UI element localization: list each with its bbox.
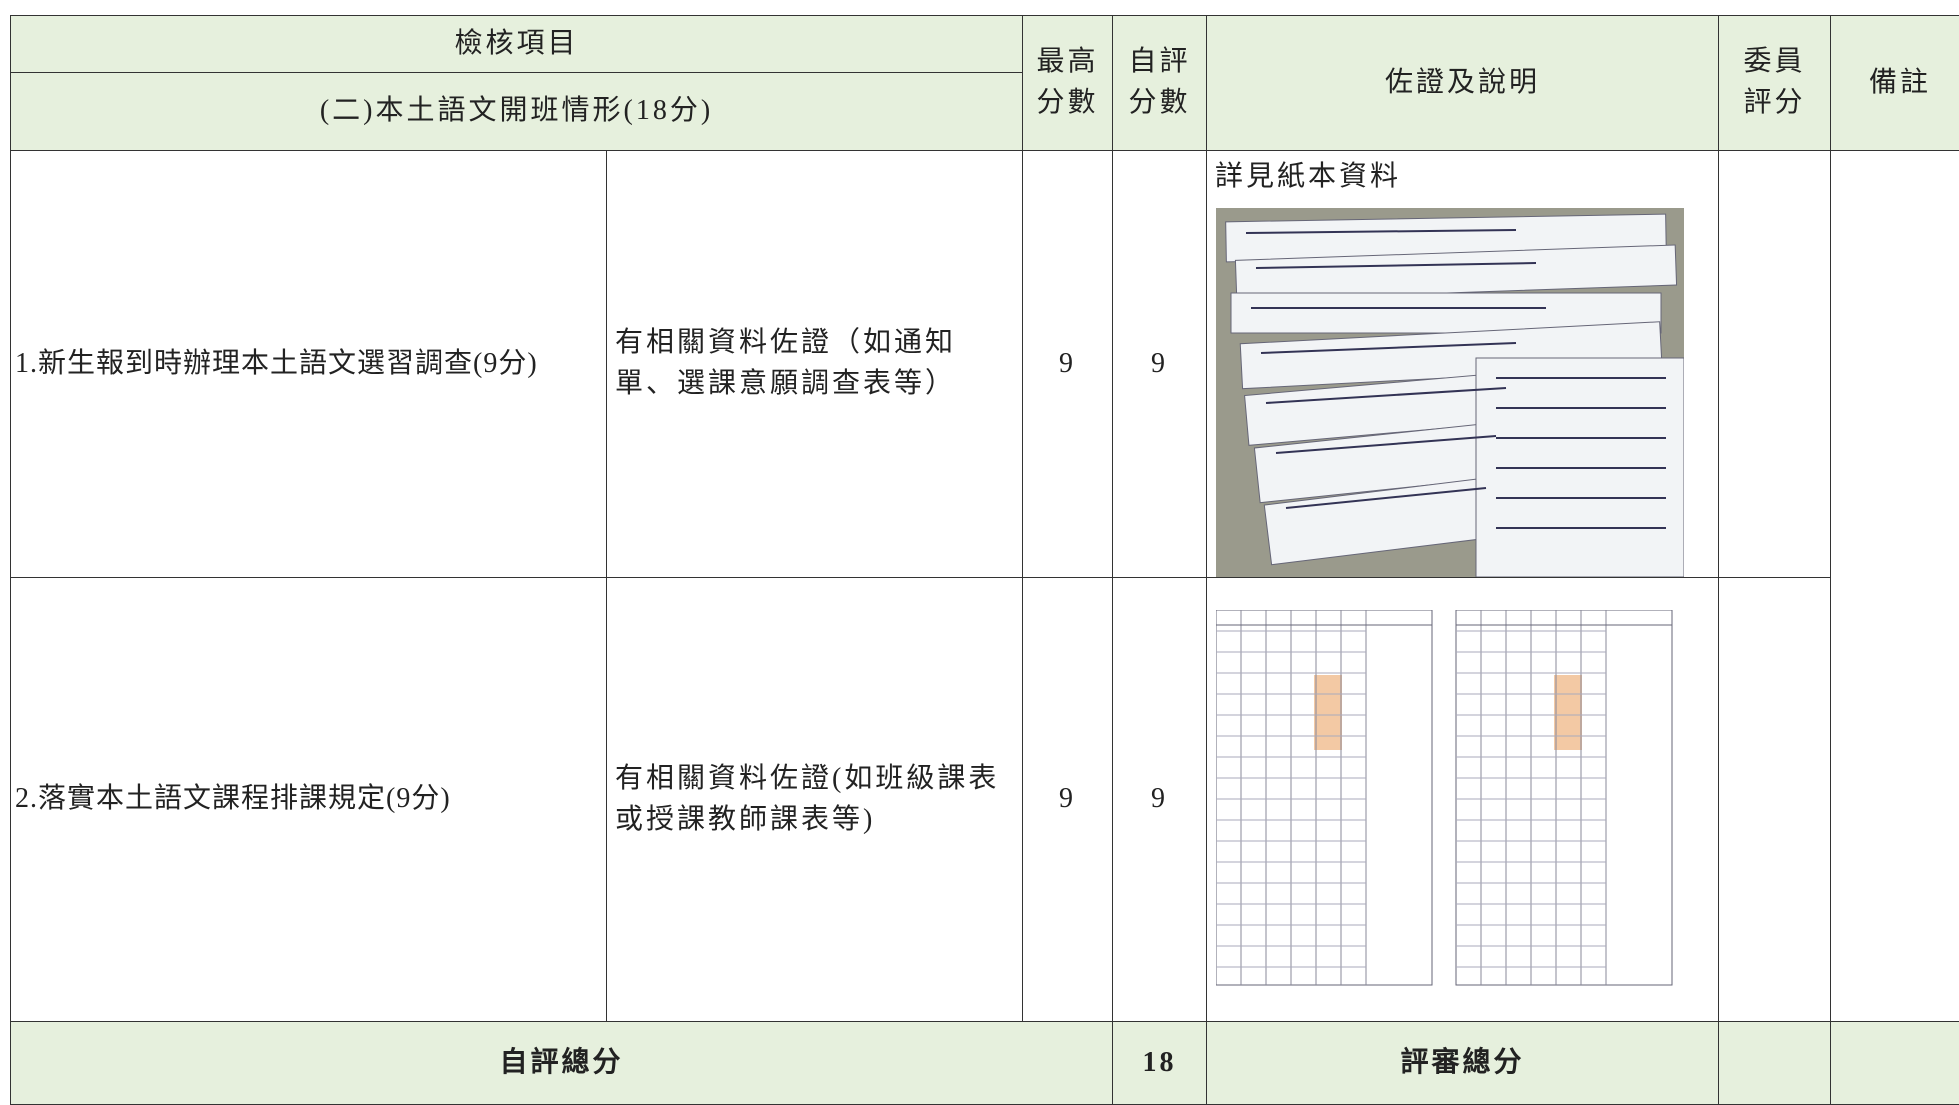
header-text: 委員 <box>1743 46 1806 78</box>
header-text: 自評 <box>1128 46 1191 78</box>
footer-label: 自評總分 <box>499 1046 624 1078</box>
self-total: 18 <box>1142 1046 1177 1078</box>
evidence-photo <box>1216 208 1684 577</box>
score-cell: 9 <box>1022 577 1113 1022</box>
criteria-text: 有相關資料佐證(如班級課表或授課教師課表等) <box>615 762 1000 835</box>
timetable-sketch <box>1455 610 1673 986</box>
score-cell: 9 <box>1112 577 1207 1022</box>
header-text: 分數 <box>1036 87 1099 118</box>
footer-cell: 評審總分 <box>1206 1021 1719 1105</box>
criteria-text: 有相關資料佐證（如通知單、選課意願調查表等） <box>615 327 957 399</box>
timetable-sketch <box>1216 610 1433 986</box>
committee-cell <box>1718 577 1831 1022</box>
timetable-sketch <box>1554 675 1582 750</box>
header-text: 檢核項目 <box>454 27 579 59</box>
evidence-note: 詳見紙本資料 <box>1215 161 1402 192</box>
item-cell: 1.新生報到時辦理本土語文選習調查(9分) <box>10 150 607 578</box>
header-text: 佐證及說明 <box>1384 66 1540 98</box>
remarks-cell <box>1830 150 1959 1022</box>
header-cell: 委員 評分 <box>1718 15 1831 151</box>
score-cell: 9 <box>1112 150 1207 578</box>
footer-label: 評審總分 <box>1400 1046 1525 1078</box>
criteria-cell: 有相關資料佐證(如班級課表或授課教師課表等) <box>606 577 1023 1022</box>
score-cell: 9 <box>1022 150 1113 578</box>
self-score: 9 <box>1151 347 1168 379</box>
header-text: (二)本土語文開班情形(18分) <box>319 95 714 127</box>
header-cell: 檢核項目 <box>10 15 1023 73</box>
timetable-sketch <box>1314 675 1342 750</box>
item-cell: 2.落實本土語文課程排課規定(9分) <box>10 577 607 1022</box>
max-score: 9 <box>1059 783 1076 815</box>
footer-cell <box>1718 1021 1831 1105</box>
evidence-cell: 詳見紙本資料 <box>1206 150 1719 578</box>
item-text: 1.新生報到時辦理本土語文選習調查(9分) <box>15 347 538 379</box>
header-cell: 自評 分數 <box>1112 15 1207 151</box>
header-cell: 備註 <box>1830 15 1959 151</box>
header-text: 最高 <box>1036 46 1099 78</box>
committee-cell <box>1718 150 1831 578</box>
header-text: 備註 <box>1868 66 1931 98</box>
evidence-cell <box>1206 577 1719 1022</box>
footer-cell: 18 <box>1112 1021 1207 1105</box>
self-score: 9 <box>1151 783 1168 815</box>
header-cell: 佐證及說明 <box>1206 15 1719 151</box>
criteria-cell: 有相關資料佐證（如通知單、選課意願調查表等） <box>606 150 1023 578</box>
evidence-timetables <box>1216 610 1673 986</box>
header-cell: (二)本土語文開班情形(18分) <box>10 72 1023 151</box>
header-cell: 最高 分數 <box>1022 15 1113 151</box>
item-text: 2.落實本土語文課程排課規定(9分) <box>15 783 451 815</box>
footer-cell <box>1830 1021 1959 1105</box>
max-score: 9 <box>1059 347 1076 379</box>
header-text: 評分 <box>1743 87 1806 118</box>
header-text: 分數 <box>1128 87 1191 118</box>
footer-cell: 自評總分 <box>10 1021 1113 1105</box>
